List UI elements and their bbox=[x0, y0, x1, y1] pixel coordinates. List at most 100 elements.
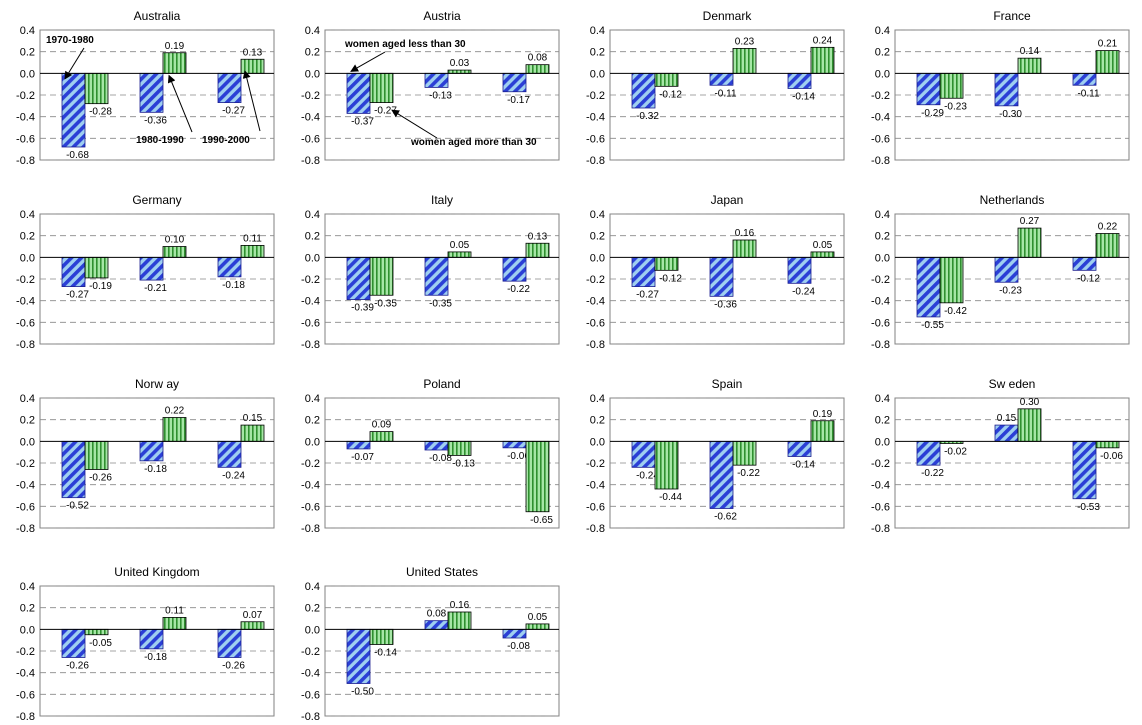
bar-under-30-1980-1990 bbox=[139, 628, 164, 650]
y-tick-label: 0.2 bbox=[875, 47, 890, 59]
bar-over-30-1990-2000 bbox=[240, 621, 265, 630]
y-tick-label: 0.4 bbox=[875, 393, 890, 405]
chart-norw-ay: Norw ay 0.4 0.2 0.0 -0.2 -0.4 -0.6 -0.8 -0.52 -0.… bbox=[16, 377, 275, 535]
bar-over-30-1990-2000 bbox=[810, 420, 835, 442]
data-label: 0.13 bbox=[528, 231, 548, 242]
bar-under-30-1970-1980 bbox=[346, 256, 371, 300]
data-label: -0.11 bbox=[1077, 88, 1099, 99]
bar-under-30-1970-1980 bbox=[61, 628, 86, 658]
y-tick-label: -0.2 bbox=[301, 274, 320, 286]
data-label: -0.19 bbox=[89, 281, 112, 292]
y-tick-label: -0.6 bbox=[16, 317, 35, 329]
data-label: -0.14 bbox=[792, 92, 815, 103]
y-tick-label: -0.4 bbox=[871, 296, 890, 308]
y-tick-label: 0.2 bbox=[20, 231, 35, 243]
bar-over-30-1980-1990 bbox=[447, 251, 472, 258]
bar-under-30-1970-1980 bbox=[916, 440, 941, 466]
bar-under-30-1970-1980 bbox=[916, 72, 941, 106]
bar-over-30-1980-1990 bbox=[732, 48, 757, 74]
y-tick-label: -0.4 bbox=[301, 296, 320, 308]
arrow-under-30 bbox=[350, 51, 386, 72]
y-tick-label: -0.8 bbox=[871, 523, 890, 535]
y-tick-label: 0.4 bbox=[305, 209, 320, 221]
y-tick-label: -0.2 bbox=[16, 90, 35, 102]
y-tick-label: 0.4 bbox=[20, 581, 35, 593]
data-label: -0.36 bbox=[144, 115, 167, 126]
bar-over-30-1980-1990 bbox=[1017, 408, 1042, 442]
y-tick-label: -0.6 bbox=[586, 501, 605, 513]
bar-under-30-1970-1980 bbox=[61, 440, 86, 499]
y-tick-label: 0.2 bbox=[590, 415, 605, 427]
y-tick-label: 0.0 bbox=[20, 252, 35, 264]
y-tick-label: 0.2 bbox=[305, 231, 320, 243]
y-tick-label: 0.0 bbox=[20, 436, 35, 448]
data-label: 0.19 bbox=[813, 409, 833, 420]
bar-over-30-1970-1980 bbox=[369, 72, 394, 103]
y-tick-label: 0.2 bbox=[305, 47, 320, 59]
data-label: -0.12 bbox=[659, 273, 682, 284]
y-tick-label: 0.0 bbox=[305, 68, 320, 80]
chart-spain: Spain 0.4 0.2 0.0 -0.2 -0.4 -0.6 -0.8 -0.24 -0.62… bbox=[586, 377, 845, 535]
data-label: 0.15 bbox=[997, 413, 1017, 424]
data-label: 0.23 bbox=[735, 36, 755, 47]
chart-netherlands: Netherlands 0.4 0.2 0.0 -0.2 -0.4 -0.6 -0.8 -0.5… bbox=[871, 193, 1130, 351]
data-label: 0.11 bbox=[165, 605, 184, 616]
data-label: -0.06 bbox=[507, 451, 530, 462]
bar-under-30-1990-2000 bbox=[787, 72, 812, 89]
data-label: -0.53 bbox=[1077, 502, 1100, 513]
bar-over-30-1980-1990 bbox=[162, 246, 187, 258]
chart-title: Sw eden bbox=[989, 377, 1036, 391]
data-label: -0.13 bbox=[452, 458, 475, 469]
y-tick-label: 0.2 bbox=[305, 603, 320, 615]
data-label: 0.22 bbox=[1098, 222, 1118, 233]
chart-title: Spain bbox=[712, 377, 743, 391]
bar-over-30-1970-1980 bbox=[369, 256, 394, 296]
data-label: -0.27 bbox=[66, 290, 89, 301]
annotation-over-30: women aged more than 30 bbox=[410, 137, 537, 148]
y-tick-label: -0.4 bbox=[586, 112, 605, 124]
bar-over-30-1970-1980 bbox=[654, 72, 679, 87]
data-label: -0.02 bbox=[944, 447, 967, 458]
y-tick-label: -0.6 bbox=[871, 501, 890, 513]
bar-under-30-1980-1990 bbox=[424, 72, 449, 88]
data-label: 0.11 bbox=[243, 233, 262, 244]
data-label: 0.16 bbox=[735, 228, 755, 239]
bar-under-30-1980-1990 bbox=[139, 440, 164, 462]
data-label: -0.39 bbox=[351, 303, 374, 314]
data-label: -0.27 bbox=[636, 290, 659, 301]
data-label: -0.18 bbox=[222, 280, 245, 291]
chart-austria: Austria0.40.20.0-0.2-0.4-0.6-0.8-0.37-0.… bbox=[301, 9, 560, 167]
chart-title: Italy bbox=[431, 193, 453, 207]
data-label: -0.26 bbox=[89, 473, 112, 484]
arrow-1990-2000 bbox=[242, 70, 261, 132]
bar-over-30-1990-2000 bbox=[240, 245, 265, 258]
y-tick-label: 0.0 bbox=[305, 624, 320, 636]
y-tick-label: -0.2 bbox=[871, 274, 890, 286]
data-label: 0.27 bbox=[1020, 216, 1040, 227]
y-tick-label: -0.2 bbox=[16, 646, 35, 658]
chart-title: Australia bbox=[134, 9, 181, 23]
chart-poland: Poland 0.4 0.2 0.0 -0.2 -0.4 -0.6 -0.8 -0.07 -0.0… bbox=[301, 377, 560, 535]
bar-over-30-1970-1980 bbox=[369, 431, 394, 442]
y-tick-label: -0.6 bbox=[301, 317, 320, 329]
chart-denmark: Denmark0.40.20.0-0.2-0.4-0.6-0.8-0.32-0.… bbox=[586, 9, 845, 167]
bar-under-30-1970-1980 bbox=[346, 440, 371, 450]
y-tick-label: -0.4 bbox=[871, 480, 890, 492]
bar-under-30-1980-1990 bbox=[709, 440, 734, 509]
bar-under-30-1980-1990 bbox=[424, 256, 449, 296]
bar-over-30-1970-1980 bbox=[939, 72, 964, 99]
data-label: -0.11 bbox=[714, 88, 736, 99]
country-panels: Australia 0.4 0.2 0.0 -0.2 -0.4 -0.6 -0.8 -0.68 -… bbox=[16, 9, 1130, 723]
y-tick-label: -0.6 bbox=[16, 689, 35, 701]
bar-under-30-1990-2000 bbox=[1072, 256, 1097, 271]
bar-over-30-1990-2000 bbox=[525, 64, 550, 74]
y-tick-label: 0.4 bbox=[20, 25, 35, 37]
bar-over-30-1980-1990 bbox=[732, 440, 757, 466]
data-label: -0.24 bbox=[636, 470, 659, 481]
data-label: 0.03 bbox=[450, 58, 470, 69]
bar-under-30-1980-1990 bbox=[424, 440, 449, 451]
bar-under-30-1970-1980 bbox=[631, 440, 656, 468]
bar-under-30-1990-2000 bbox=[1072, 72, 1097, 86]
chart-united-kingdom: United Kingdom 0.4 0.2 0.0 -0.2 -0.4 -0.6 -0.8 -… bbox=[16, 565, 275, 723]
chart-title: Denmark bbox=[703, 9, 753, 23]
